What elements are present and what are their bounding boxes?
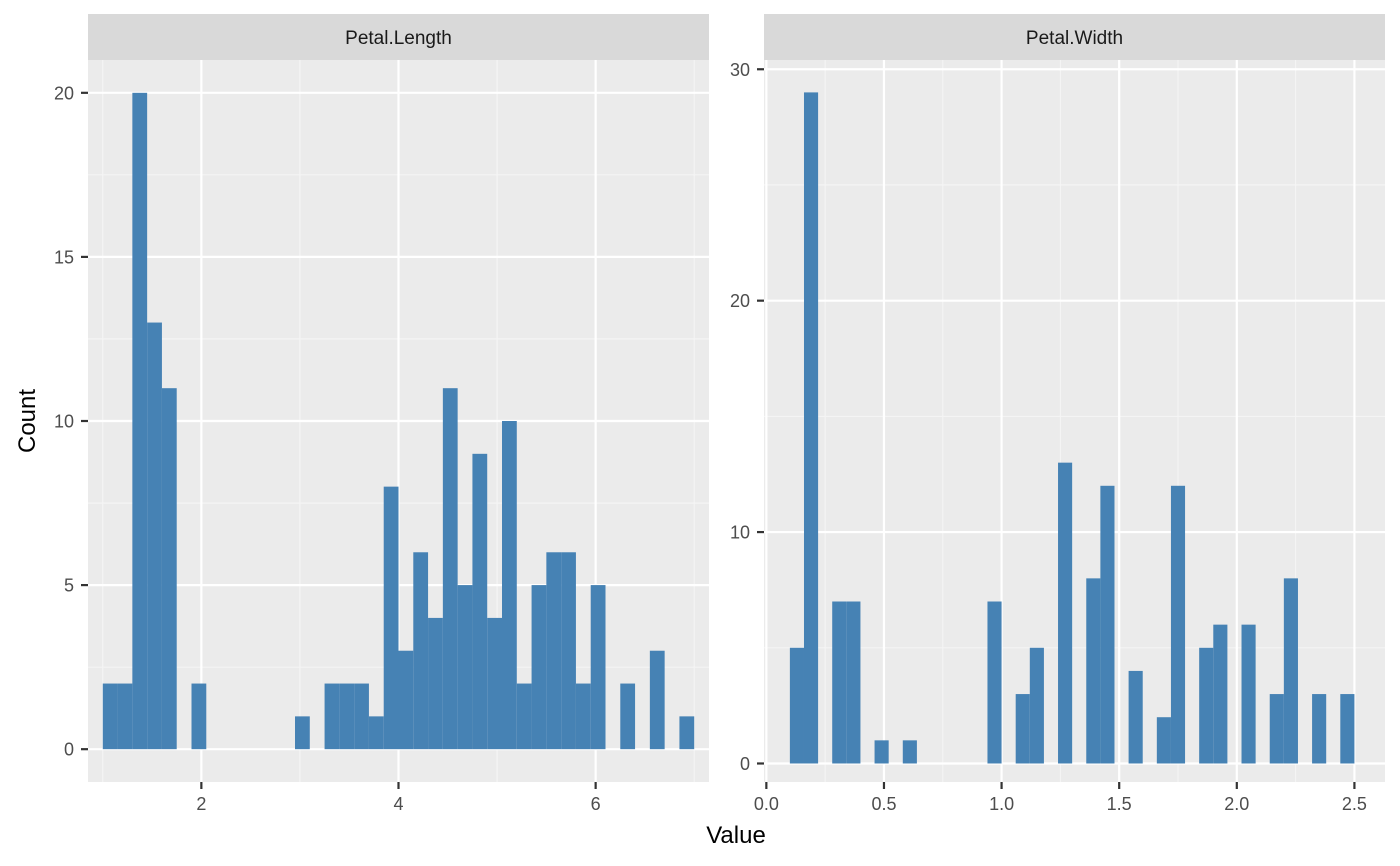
histogram-bar-petal-width-26 bbox=[1156, 717, 1171, 764]
histogram-bar-petal-width-37 bbox=[1312, 694, 1327, 764]
x-tick-label-petal-length: 6 bbox=[591, 794, 601, 814]
x-tick-label-petal-width: 2.5 bbox=[1342, 794, 1367, 814]
histogram-bar-petal-length-25 bbox=[472, 453, 488, 750]
histogram-bar-petal-width-19 bbox=[1058, 462, 1073, 764]
y-tick-label-petal-width: 20 bbox=[730, 291, 750, 311]
histogram-bar-petal-width-22 bbox=[1100, 485, 1115, 764]
histogram-bar-petal-length-2 bbox=[132, 92, 148, 750]
histogram-bar-petal-width-1 bbox=[803, 92, 819, 764]
histogram-bar-petal-length-0 bbox=[102, 683, 118, 750]
histogram-bar-petal-width-21 bbox=[1086, 578, 1101, 764]
y-tick-label-petal-length: 10 bbox=[54, 412, 74, 432]
histogram-bar-petal-length-3 bbox=[147, 322, 162, 750]
panel-petal-width: Petal.Width 0 10 20 30 0.0 0.5 1.0 1.5 2.0 2.5 bbox=[730, 14, 1385, 814]
histogram-bar-petal-width-8 bbox=[902, 740, 917, 764]
histogram-bar-petal-length-31 bbox=[561, 552, 576, 750]
x-tick-label-petal-width: 1.5 bbox=[1107, 794, 1132, 814]
histogram-bar-petal-length-30 bbox=[546, 552, 562, 750]
facet-label-petal-length: Petal.Length bbox=[345, 28, 452, 49]
y-tick-label-petal-length: 15 bbox=[54, 247, 74, 267]
facet-label-petal-width: Petal.Width bbox=[1026, 28, 1123, 49]
histogram-bar-petal-width-6 bbox=[874, 740, 889, 764]
facet-strip-petal-width bbox=[764, 14, 1385, 60]
histogram-bar-petal-length-23 bbox=[442, 388, 458, 750]
histogram-bar-petal-length-1 bbox=[117, 683, 133, 750]
histogram-bar-petal-length-15 bbox=[324, 683, 340, 750]
histogram-bar-petal-width-32 bbox=[1241, 624, 1256, 764]
histogram-bar-petal-width-27 bbox=[1170, 485, 1186, 764]
histogram-bar-petal-length-37 bbox=[649, 650, 665, 750]
histogram-bar-petal-length-16 bbox=[339, 683, 355, 750]
x-tick-label-petal-width: 0.0 bbox=[754, 794, 779, 814]
histogram-bar-petal-width-14 bbox=[987, 601, 1002, 764]
panel-background bbox=[764, 60, 1385, 782]
x-axis-title: Value bbox=[706, 822, 766, 849]
y-tick-label-petal-width: 0 bbox=[740, 754, 750, 774]
y-tick-label-petal-width: 10 bbox=[730, 523, 750, 543]
histogram-bar-petal-width-24 bbox=[1128, 670, 1143, 764]
histogram-bar-petal-width-3 bbox=[832, 601, 847, 764]
histogram-bar-petal-length-18 bbox=[368, 716, 384, 750]
x-tick-label-petal-width: 2.0 bbox=[1224, 794, 1249, 814]
histogram-bar-petal-length-4 bbox=[161, 388, 177, 750]
histogram-bar-petal-width-35 bbox=[1283, 578, 1298, 764]
histogram-bar-petal-length-28 bbox=[516, 683, 532, 750]
histogram-bar-petal-length-19 bbox=[383, 486, 399, 750]
histogram-bar-petal-length-32 bbox=[575, 683, 591, 750]
histogram-bar-petal-width-39 bbox=[1340, 694, 1355, 764]
histogram-bar-petal-length-21 bbox=[413, 552, 429, 750]
histogram-bar-petal-width-16 bbox=[1015, 694, 1030, 764]
histogram-bar-petal-length-20 bbox=[398, 650, 414, 750]
panel-petal-length: Petal.Length 0 5 10 15 20 2 4 6 bbox=[54, 14, 709, 814]
histogram-bar-petal-length-29 bbox=[531, 585, 547, 750]
histogram-bar-petal-length-26 bbox=[487, 617, 502, 750]
x-tick-label-petal-width: 0.5 bbox=[871, 794, 896, 814]
histogram-bar-petal-length-24 bbox=[457, 585, 473, 750]
y-tick-label-petal-length: 5 bbox=[64, 576, 74, 596]
histogram-bar-petal-length-27 bbox=[502, 421, 517, 750]
histogram-bar-petal-width-29 bbox=[1199, 647, 1214, 764]
facet-strip-petal-length bbox=[88, 14, 709, 60]
histogram-bar-petal-length-39 bbox=[679, 716, 695, 750]
histogram-bar-petal-length-13 bbox=[295, 716, 310, 750]
histogram-bar-petal-width-34 bbox=[1269, 694, 1284, 764]
histogram-bar-petal-length-17 bbox=[354, 683, 369, 750]
y-axis-title: Count bbox=[14, 389, 41, 453]
x-tick-label-petal-length: 2 bbox=[196, 794, 206, 814]
histogram-bar-petal-length-35 bbox=[620, 683, 636, 750]
y-tick-label-petal-length: 0 bbox=[64, 740, 74, 760]
x-tick-label-petal-width: 1.0 bbox=[989, 794, 1014, 814]
histogram-bar-petal-length-6 bbox=[191, 683, 207, 750]
y-tick-label-petal-width: 30 bbox=[730, 60, 750, 80]
histogram-bar-petal-length-22 bbox=[428, 617, 443, 750]
x-tick-label-petal-length: 4 bbox=[393, 794, 403, 814]
histogram-bar-petal-width-4 bbox=[846, 601, 861, 764]
histogram-bar-petal-width-30 bbox=[1213, 624, 1228, 764]
histogram-bar-petal-length-33 bbox=[590, 585, 606, 750]
histogram-bar-petal-width-17 bbox=[1029, 647, 1044, 764]
y-tick-label-petal-length: 20 bbox=[54, 83, 74, 103]
histogram-bar-petal-width-0 bbox=[789, 647, 804, 764]
